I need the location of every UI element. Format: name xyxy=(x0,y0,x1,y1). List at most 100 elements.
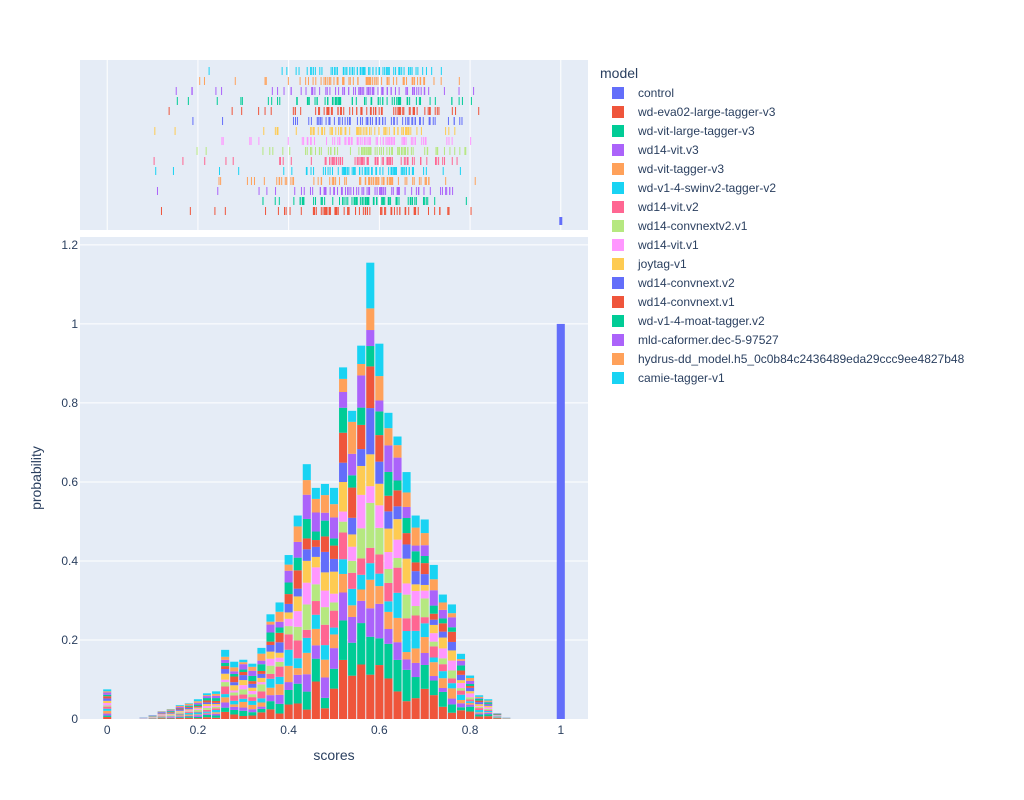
histogram-bar-segment xyxy=(275,676,284,685)
rug-tick xyxy=(361,157,363,165)
histogram-bar-segment xyxy=(230,661,239,668)
rug-tick xyxy=(451,137,453,145)
histogram-bar-segment xyxy=(212,713,221,716)
rug-tick xyxy=(411,157,413,165)
histogram-bar-segment xyxy=(212,717,221,719)
histogram-bar-segment xyxy=(438,648,447,659)
histogram-bar-segment xyxy=(329,545,339,559)
rug-tick xyxy=(290,177,292,185)
rug-tick xyxy=(378,67,380,75)
histogram-bar-segment xyxy=(166,711,175,713)
rug-tick xyxy=(329,167,331,175)
rug-tick xyxy=(470,207,472,215)
histogram-bin xyxy=(293,515,302,719)
rug-tick xyxy=(335,157,337,165)
histogram-bar-segment xyxy=(230,667,239,672)
rug-tick xyxy=(459,147,461,155)
histogram-bar-segment xyxy=(266,665,275,674)
rug-tick xyxy=(191,87,193,95)
histogram-bar-segment xyxy=(175,705,184,706)
rug-tick xyxy=(331,157,333,165)
rug-tick xyxy=(353,87,355,95)
histogram-bar-segment xyxy=(184,703,193,704)
rug-tick xyxy=(399,207,401,215)
rug-tick xyxy=(418,97,420,105)
rug-tick xyxy=(328,207,330,215)
rug-tick xyxy=(436,107,438,115)
histogram-bar-segment xyxy=(257,691,266,699)
rug-tick xyxy=(300,207,302,215)
rug-tick xyxy=(366,157,368,165)
histogram-bar-segment xyxy=(175,713,184,715)
histogram-bar-segment xyxy=(266,658,275,666)
rug-tick xyxy=(321,67,323,75)
histogram-bar-segment xyxy=(275,627,284,633)
rug-tick xyxy=(325,187,327,195)
rug-tick xyxy=(405,157,407,165)
histogram-bar-segment xyxy=(393,567,402,593)
rug-tick xyxy=(417,77,419,85)
rug-tick xyxy=(424,147,426,155)
rug-tick xyxy=(348,77,350,85)
legend-item: wd14-convnext.v2 xyxy=(612,276,735,290)
rug-tick xyxy=(372,87,374,95)
rug-tick xyxy=(289,207,291,215)
histogram-bar-segment xyxy=(293,588,302,597)
rug-tick xyxy=(368,87,370,95)
histogram-bar-segment xyxy=(239,671,248,676)
rug-strip xyxy=(199,77,460,85)
rug-tick xyxy=(277,97,279,105)
histogram-bar-segment xyxy=(248,675,257,682)
rug-tick xyxy=(376,157,378,165)
histogram-bar-segment xyxy=(311,601,320,615)
histogram-bar-segment xyxy=(420,637,429,653)
rug-tick xyxy=(448,127,450,135)
rug-tick xyxy=(404,147,406,155)
rug-tick xyxy=(387,197,389,205)
histogram-bar-segment xyxy=(257,684,266,692)
histogram-bar-segment xyxy=(175,708,184,710)
histogram-bar-segment xyxy=(484,704,493,706)
histogram-bar-segment xyxy=(221,669,230,674)
legend-item: hydrus-dd_model.h5_0c0b84c2436489eda29cc… xyxy=(612,352,965,366)
histogram-bar-segment xyxy=(221,702,230,708)
rug-tick xyxy=(225,157,227,165)
histogram-bar-segment xyxy=(484,716,493,719)
histogram-bar-segment xyxy=(166,712,175,713)
legend-label: wd-eva02-large-tagger-v3 xyxy=(637,105,776,119)
histogram-bar-segment xyxy=(348,675,357,719)
histogram-bar-segment xyxy=(311,567,320,585)
rug-tick xyxy=(356,67,358,75)
rug-tick xyxy=(478,107,480,115)
rug-tick xyxy=(348,167,350,175)
histogram-bar-segment xyxy=(230,704,239,707)
rug-tick xyxy=(156,187,158,195)
rug-tick xyxy=(306,167,308,175)
histogram-bar-segment xyxy=(239,662,248,665)
rug-tick xyxy=(424,77,426,85)
rug-tick xyxy=(391,147,393,155)
histogram-bar-segment xyxy=(339,532,348,560)
histogram-bar-segment xyxy=(384,412,393,429)
rug-tick xyxy=(343,77,345,85)
histogram-bar-segment xyxy=(357,589,366,601)
histogram-bar-segment xyxy=(484,708,493,710)
rug-tick xyxy=(451,157,453,165)
rug-tick xyxy=(405,127,407,135)
histogram-bar-segment xyxy=(275,602,284,612)
rug-tick xyxy=(310,67,312,75)
rug-tick xyxy=(407,197,409,205)
histogram-bar-segment xyxy=(402,618,411,632)
histogram-bar-segment xyxy=(348,616,357,643)
rug-tick xyxy=(415,197,417,205)
rug-tick xyxy=(303,197,305,205)
rug-tick xyxy=(359,127,361,135)
histogram-bar-segment xyxy=(221,659,230,663)
rug-tick xyxy=(441,187,443,195)
rug-tick xyxy=(370,97,372,105)
histogram-bar-segment xyxy=(475,708,484,711)
rug-tick xyxy=(413,87,415,95)
rug-tick xyxy=(453,117,455,125)
rug-tick xyxy=(407,67,409,75)
histogram-bar-segment xyxy=(475,713,484,715)
